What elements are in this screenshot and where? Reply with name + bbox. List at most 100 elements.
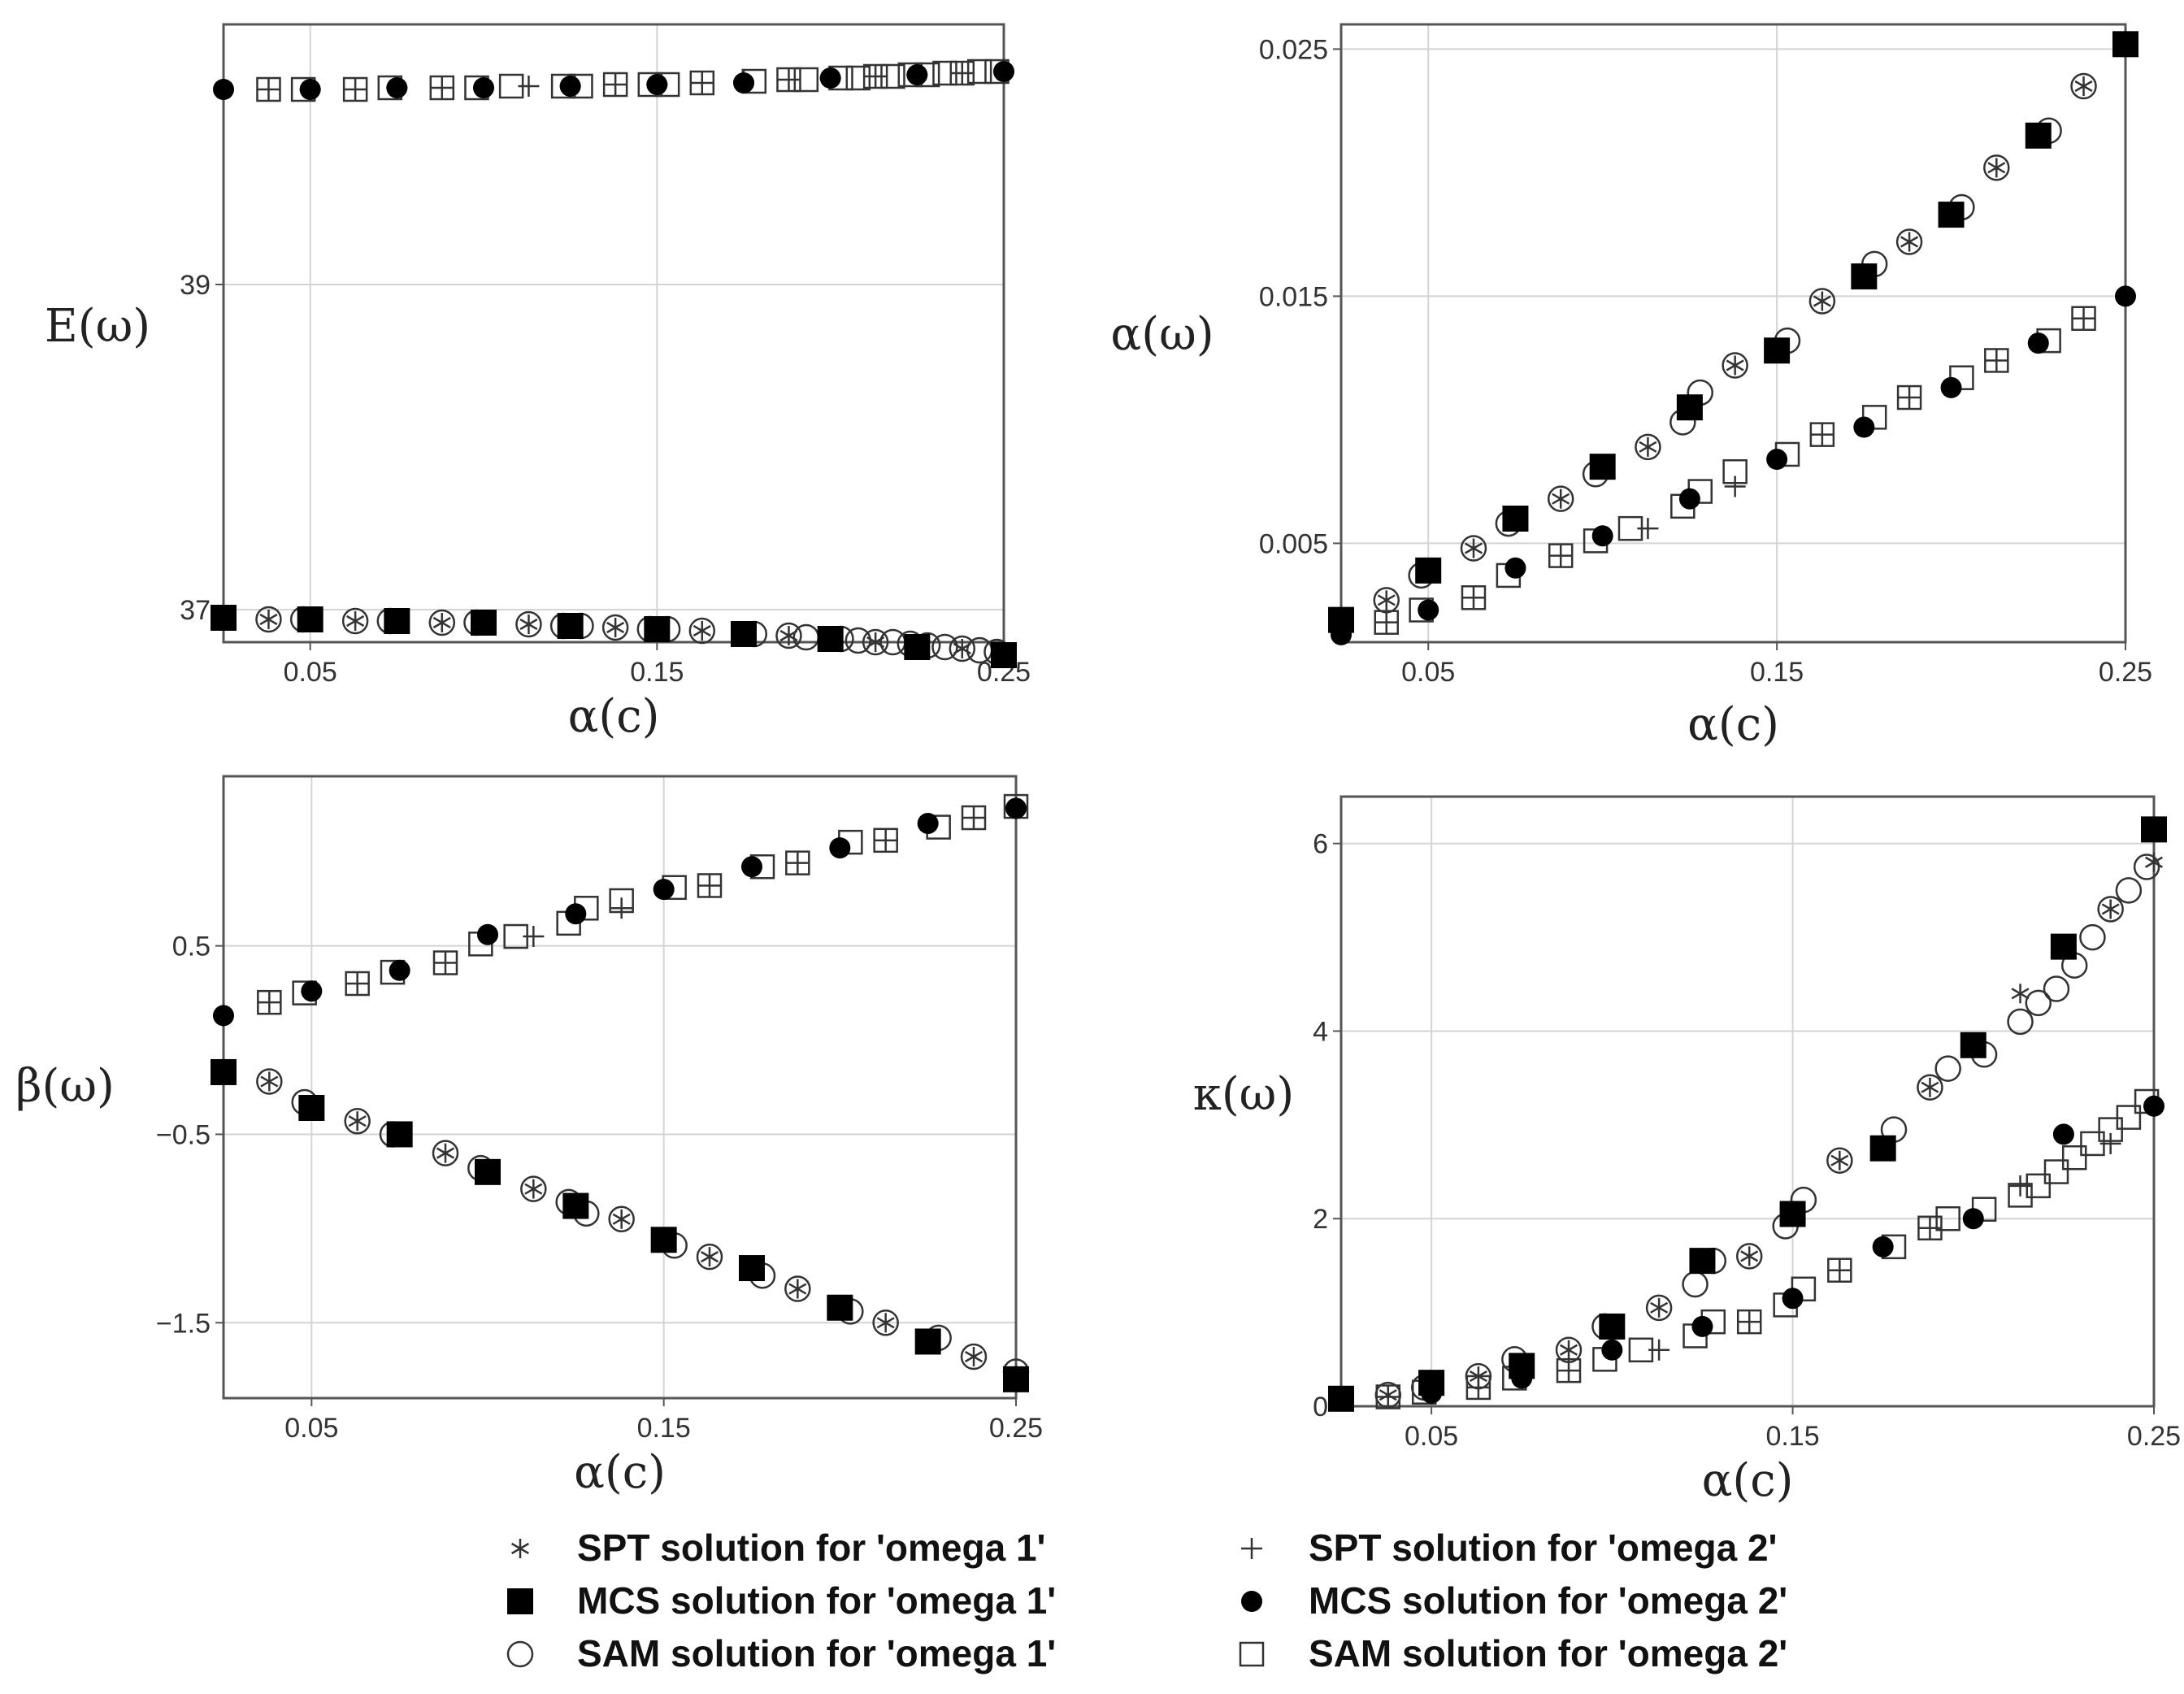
x-tick-label: 0.05 [1405,1421,1458,1452]
data-point [297,606,323,632]
data-point [688,617,716,645]
series-open-square [1375,1088,2160,1409]
data-point [260,1071,279,1092]
data-point [964,1347,983,1366]
data-point [612,1209,631,1229]
y-tick-label: 4 [1313,1016,1328,1047]
data-point [827,1294,853,1321]
data-point [2050,933,2077,960]
data-point [2074,76,2093,96]
data-point [298,1095,325,1121]
data-point [432,613,451,632]
data-point [741,856,762,878]
data-point [775,622,802,649]
data-point [605,74,627,95]
data-point [1987,158,2006,178]
data-point [562,1192,589,1219]
panel-2: 0.05 0.15 0.25 0.005 0.015 0.025 α(ω) α(c) [1110,23,2152,751]
data-point [432,1140,459,1166]
legend-marker [1241,1591,1262,1612]
data-point [2144,852,2164,872]
data-point [429,75,455,101]
data-point [2133,854,2160,880]
data-point [523,926,545,948]
data-point [2011,984,2030,1004]
series-open-circle [255,606,1010,666]
data-point [1739,1311,1761,1333]
x-tick-label: 0.25 [2127,1421,2181,1452]
data-point [2052,1123,2074,1145]
data-point [344,1107,371,1135]
data-point [2009,1175,2031,1197]
data-point [1462,587,1484,609]
data-point [1509,1353,1535,1379]
data-point [1467,1376,1489,1398]
data-point [819,67,841,89]
data-point [1896,384,1922,410]
data-point [2043,1159,2069,1184]
data-point [779,626,798,645]
series-plus [258,807,984,1014]
data-point [1829,1259,1851,1281]
data-point [784,1275,811,1302]
data-point [1984,348,2009,373]
data-point [1872,1236,1894,1257]
data-point [565,903,587,925]
data-point [518,76,540,97]
data-point [559,76,581,97]
y-tick-label: 2 [1313,1204,1328,1235]
x-tick-label: 0.15 [1750,657,1804,688]
data-point [1917,1215,1943,1241]
data-point [477,923,498,945]
data-point [1779,1201,1806,1227]
data-point [653,879,675,901]
data-point [2007,1008,2034,1036]
data-point [817,626,844,652]
data-point [914,1328,941,1355]
data-point [1635,433,1661,461]
data-point [386,1121,413,1148]
x-tick-label: 0.15 [630,657,684,688]
legend-marker [506,1640,534,1668]
series-open-circle [1374,854,2160,1409]
data-point [524,1179,543,1199]
legend: SPT solution for 'omega 1' SPT solution f… [506,1527,1787,1674]
series-star [1379,852,2164,1405]
series-filled-square [1328,31,2138,633]
data-point [1764,337,1791,364]
data-point [1921,1077,1939,1097]
data-point [960,1343,988,1370]
data-point [949,635,976,662]
data-point [991,642,1017,668]
y-tick-label: −0.5 [156,1119,211,1150]
data-point [691,72,713,93]
data-point [2115,285,2136,307]
data-point [961,805,987,831]
data-point [1722,352,1748,379]
data-point [966,59,992,85]
data-point [471,610,497,636]
data-point [1650,1297,1669,1318]
data-point [876,1313,895,1333]
x-tick-label: 0.15 [1765,1421,1819,1452]
data-point [258,79,280,100]
data-point [1689,1248,1716,1275]
data-point [1826,1147,1853,1174]
data-point [1328,1385,1354,1412]
data-point [1724,476,1746,497]
y-axis-label: E(ω) [45,300,150,353]
data-point [2027,332,2049,354]
series-star [259,610,1014,662]
data-point [845,627,872,654]
data-point [2071,306,2096,332]
data-point [2112,31,2138,58]
data-point [386,77,408,98]
data-point [1328,606,1354,633]
data-point [257,989,282,1015]
x-tick-label: 0.05 [284,1413,338,1444]
y-tick-label: 0.5 [172,932,211,962]
data-point [2025,989,2052,1017]
data-point [301,980,323,1002]
data-point [2043,975,2070,1002]
y-tick-label: 0 [1313,1392,1328,1423]
